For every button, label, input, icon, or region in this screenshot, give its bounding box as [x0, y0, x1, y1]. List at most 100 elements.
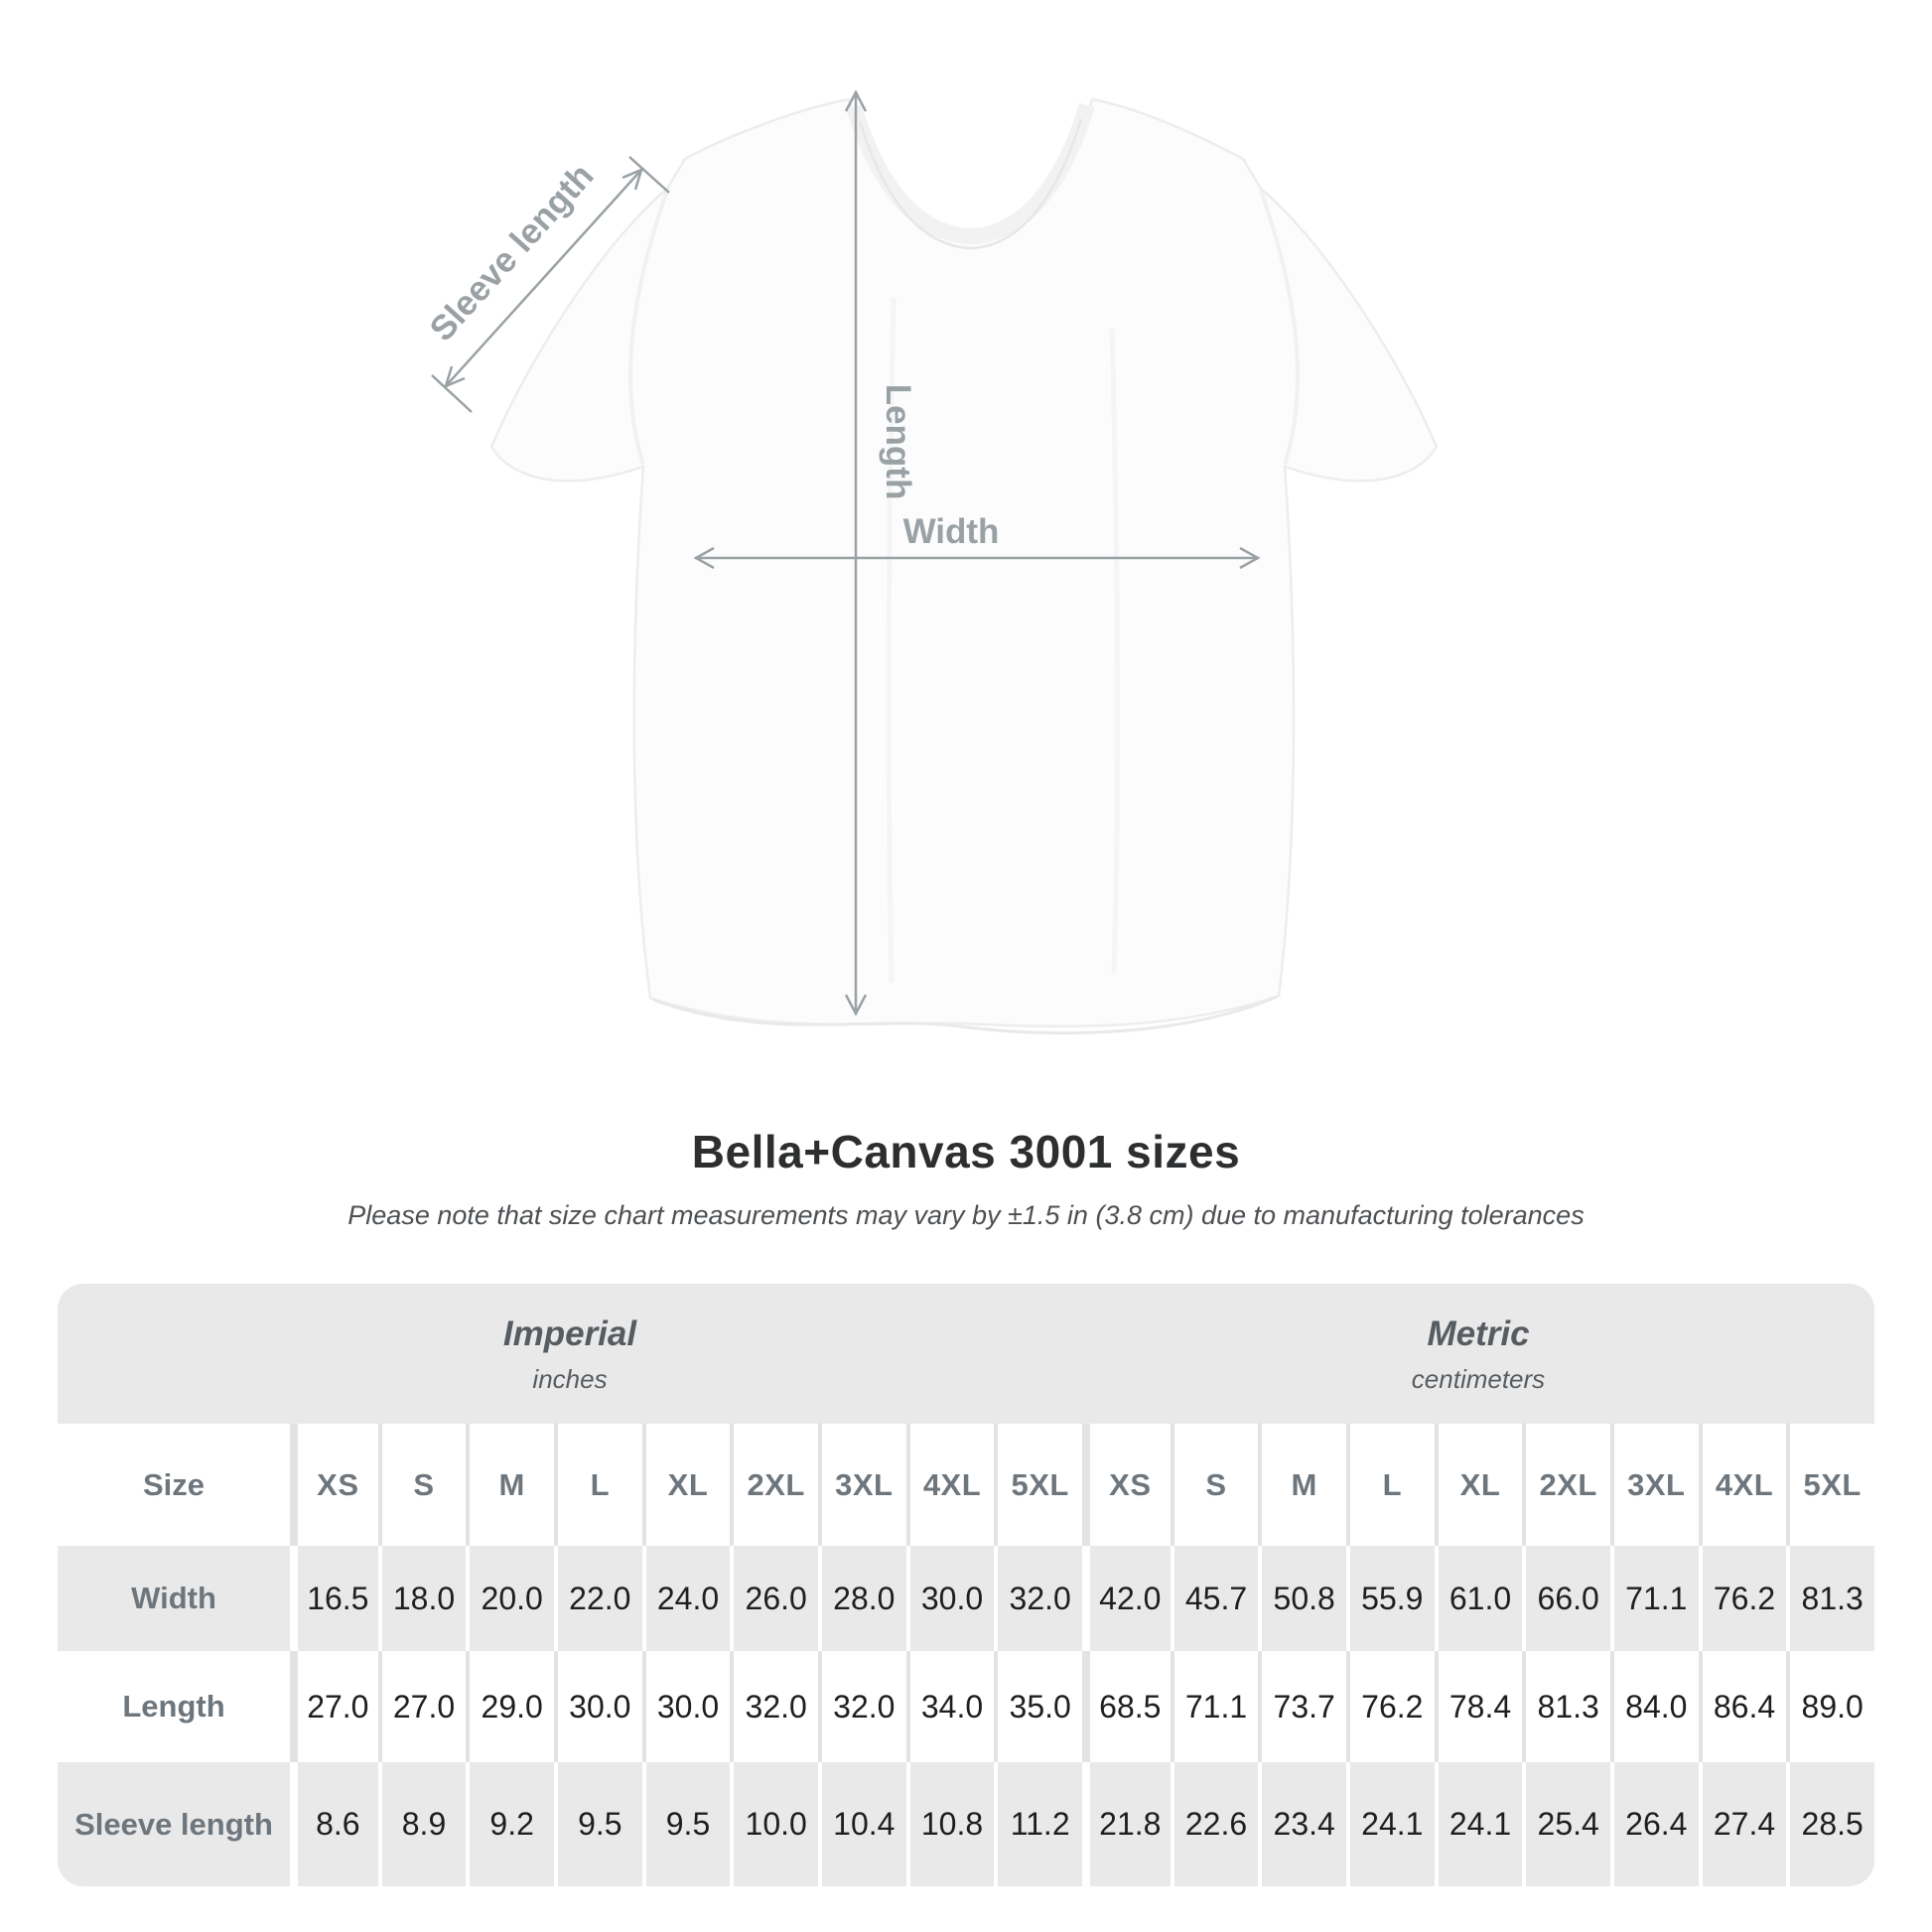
measurement-cell: 32.0 [994, 1546, 1082, 1651]
measurement-cell: 32.0 [817, 1651, 906, 1762]
measurement-cell: 9.2 [466, 1762, 554, 1886]
measurement-cell: 24.1 [1345, 1762, 1435, 1886]
measurement-cell: 22.6 [1170, 1762, 1259, 1886]
right-sleeve-seam [1259, 190, 1300, 466]
measurement-cell: 10.4 [817, 1762, 906, 1886]
tshirt-diagram: Width Length Sleeve length [422, 89, 1439, 1035]
hem-shadow [652, 995, 1278, 1035]
sleeve-length-arrow [431, 156, 670, 413]
measurement-cell: 42.0 [1081, 1546, 1171, 1651]
measurement-cell: 89.0 [1786, 1651, 1874, 1762]
metric-group-header: Metric centimeters [1082, 1284, 1874, 1424]
measurement-cell: 61.0 [1434, 1546, 1523, 1651]
size-col-header: 4XL [905, 1424, 995, 1546]
page-subtitle: Please note that size chart measurements… [347, 1200, 1585, 1230]
measurement-cell: 28.5 [1786, 1762, 1874, 1886]
measurement-cell: 25.4 [1522, 1762, 1610, 1886]
table-row-width: Width 16.5 18.0 20.0 22.0 24.0 26.0 28.0… [58, 1546, 1874, 1651]
measurement-cell: 24.0 [641, 1546, 731, 1651]
measurement-cell: 55.9 [1345, 1546, 1435, 1651]
size-col-header: 4XL [1698, 1424, 1787, 1546]
measurement-cell: 26.0 [730, 1546, 818, 1651]
measurement-cell: 30.0 [905, 1546, 995, 1651]
measurement-cell: 27.0 [377, 1651, 467, 1762]
size-col-header: XL [1434, 1424, 1523, 1546]
measurement-cell: 20.0 [466, 1546, 554, 1651]
size-col-header: M [1258, 1424, 1346, 1546]
imperial-group-name: Imperial [502, 1314, 637, 1353]
measurement-cell: 9.5 [553, 1762, 642, 1886]
measurement-cell: 16.5 [290, 1546, 378, 1651]
measurement-cell: 50.8 [1258, 1546, 1346, 1651]
measurement-cell: 30.0 [553, 1651, 642, 1762]
measurement-cell: 22.0 [553, 1546, 642, 1651]
tshirt-illustration [489, 97, 1439, 1035]
size-header-row: Size XS S M L XL 2XL 3XL 4XL 5XL XS S M … [58, 1424, 1874, 1546]
collar-band [846, 102, 1095, 245]
left-sleeve-seam [628, 190, 669, 466]
imperial-group-unit: inches [532, 1364, 608, 1394]
imperial-group-header: Imperial inches [58, 1284, 1082, 1424]
row-label-sleeve-length: Sleeve length [74, 1806, 273, 1842]
size-col-header: M [466, 1424, 554, 1546]
table-row-sleeve-length: Sleeve length 8.6 8.9 9.2 9.5 9.5 10.0 1… [58, 1762, 1874, 1886]
measurement-cell: 28.0 [817, 1546, 906, 1651]
collar-inner-edge [858, 118, 1083, 250]
measurement-cell: 9.5 [641, 1762, 731, 1886]
size-table: Imperial inches Metric centimeters Size … [58, 1284, 1874, 1886]
page-title: Bella+Canvas 3001 sizes [691, 1126, 1241, 1177]
size-col-header: 5XL [994, 1424, 1082, 1546]
measurement-cell: 81.3 [1522, 1651, 1610, 1762]
measurement-cell: 23.4 [1258, 1762, 1346, 1886]
corner-label-size: Size [142, 1466, 206, 1502]
measurement-cell: 10.0 [730, 1762, 818, 1886]
width-label: Width [903, 512, 1000, 551]
size-col-header: 2XL [1522, 1424, 1610, 1546]
size-col-header: XS [1081, 1424, 1171, 1546]
row-label-length: Length [122, 1689, 225, 1724]
size-col-header: 3XL [817, 1424, 906, 1546]
length-arrow [844, 89, 868, 1017]
size-col-header: 3XL [1609, 1424, 1699, 1546]
measurement-cell: 8.9 [377, 1762, 467, 1886]
torso-fold-2 [1109, 327, 1121, 974]
row-label-width: Width [131, 1581, 216, 1615]
metric-group-unit: centimeters [1411, 1364, 1546, 1394]
metric-group-name: Metric [1427, 1314, 1530, 1353]
measurement-cell: 10.8 [905, 1762, 995, 1886]
size-col-header: 2XL [730, 1424, 818, 1546]
measurement-cell: 76.2 [1698, 1546, 1787, 1651]
measurement-cell: 27.0 [290, 1651, 378, 1762]
measurement-cell: 73.7 [1258, 1651, 1346, 1762]
tshirt-diagram-svg: Width Length Sleeve length [422, 89, 1439, 1035]
size-col-header: L [1345, 1424, 1435, 1546]
unit-group-band: Imperial inches Metric centimeters [58, 1284, 1874, 1424]
width-arrow [693, 546, 1261, 570]
measurement-cell: 35.0 [994, 1651, 1082, 1762]
size-col-header: S [377, 1424, 467, 1546]
measurement-cell: 26.4 [1609, 1762, 1699, 1886]
size-col-header: XS [290, 1424, 378, 1546]
measurement-cell: 81.3 [1786, 1546, 1874, 1651]
measurement-cell: 30.0 [641, 1651, 731, 1762]
measurement-cell: 71.1 [1609, 1546, 1699, 1651]
measurement-cell: 68.5 [1081, 1651, 1171, 1762]
measurement-cell: 71.1 [1170, 1651, 1259, 1762]
tshirt-body [489, 97, 1439, 1028]
measurement-cell: 76.2 [1345, 1651, 1435, 1762]
size-col-header: S [1170, 1424, 1259, 1546]
measurement-cell: 27.4 [1698, 1762, 1787, 1886]
size-col-header: XL [641, 1424, 731, 1546]
size-col-header: L [553, 1424, 642, 1546]
measurement-cell: 11.2 [994, 1762, 1082, 1886]
torso-fold [886, 297, 897, 984]
length-label: Length [879, 384, 917, 500]
size-col-header: 5XL [1786, 1424, 1874, 1546]
table-row-length: Length 27.0 27.0 29.0 30.0 30.0 32.0 32.… [58, 1651, 1874, 1762]
measurement-cell: 45.7 [1170, 1546, 1259, 1651]
measurement-cell: 21.8 [1081, 1762, 1171, 1886]
measurement-cell: 32.0 [730, 1651, 818, 1762]
measurement-cell: 66.0 [1522, 1546, 1610, 1651]
measurement-cell: 86.4 [1698, 1651, 1787, 1762]
